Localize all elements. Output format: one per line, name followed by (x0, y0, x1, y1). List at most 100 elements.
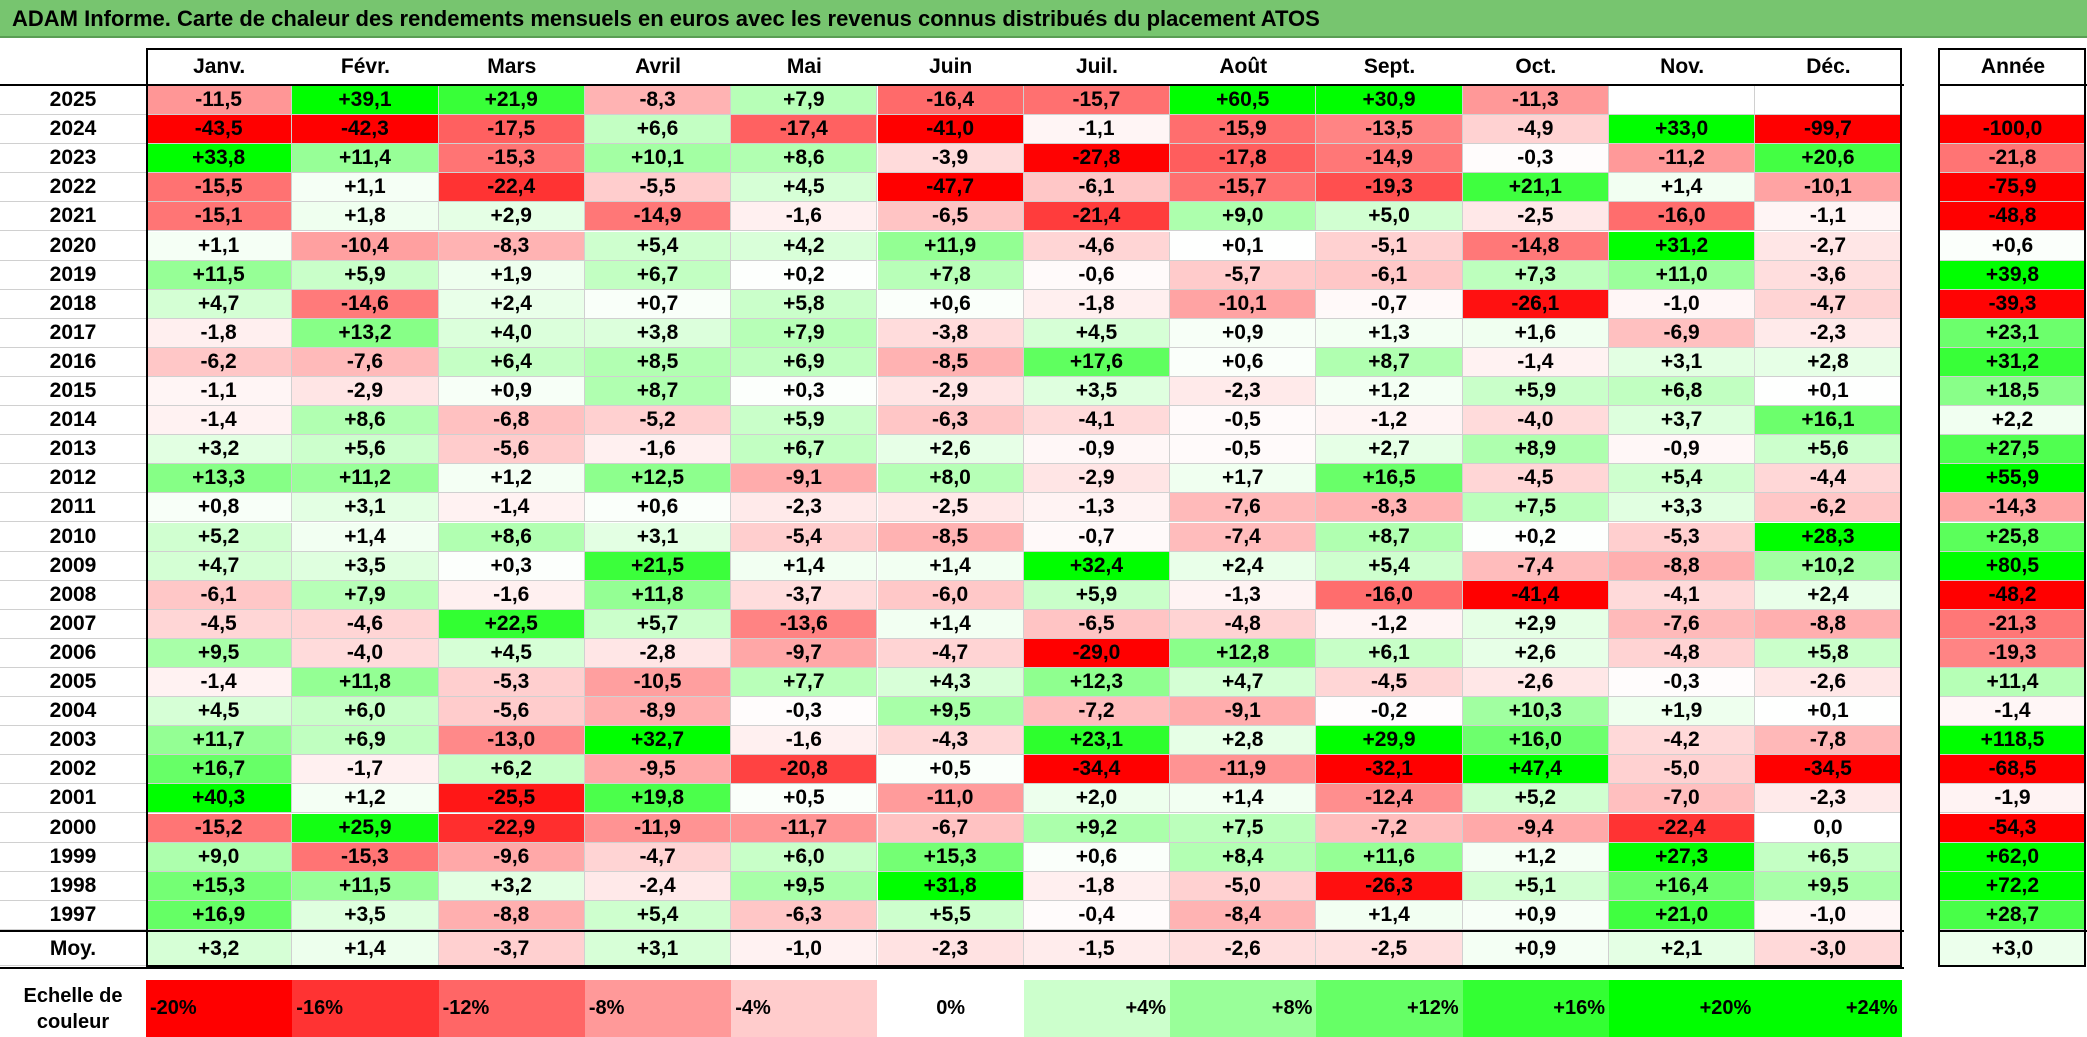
heatmap-cell: -2,5 (1462, 202, 1609, 232)
heatmap-cell: +5,4 (1316, 551, 1463, 581)
heatmap-cell: -1,8 (1023, 871, 1171, 901)
heatmap-cell: +5,9 (1462, 377, 1609, 407)
heatmap-cell: -9,5 (584, 755, 732, 785)
heatmap-cell: -9,6 (438, 842, 585, 872)
heatmap-cell: -1,1 (1023, 115, 1171, 145)
heatmap-cell: -11,5 (146, 86, 293, 116)
year-label: 2023 (0, 144, 146, 174)
heatmap-cell: +0,9 (1170, 318, 1317, 348)
heatmap-cell: -7,2 (1023, 697, 1171, 727)
heatmap-cell: -8,4 (1170, 900, 1317, 930)
heatmap-cell: +0,8 (146, 493, 293, 523)
heatmap-cell: +4,5 (146, 697, 293, 727)
heatmap-cell: -16,0 (1609, 202, 1756, 232)
heatmap-cell: +22,5 (438, 609, 585, 639)
annual-cell: -68,5 (1940, 755, 2086, 785)
heatmap-cell: +0,2 (1462, 522, 1609, 552)
heatmap-cell: -8,8 (1609, 551, 1756, 581)
heatmap-cell: -1,4 (146, 668, 293, 698)
heatmap-cell: -16,0 (1316, 580, 1463, 610)
annual-cell: -54,3 (1940, 813, 2086, 843)
heatmap-cell: -4,4 (1755, 464, 1902, 494)
heatmap-cell: +2,6 (877, 435, 1024, 465)
heatmap-cell: +1,4 (877, 551, 1024, 581)
annual-cell: -19,3 (1940, 638, 2086, 668)
heatmap-cell: +8,7 (1316, 347, 1463, 377)
heatmap-cell: -8,9 (584, 697, 732, 727)
heatmap-cell: -22,4 (1609, 813, 1756, 843)
heatmap-cell: +1,2 (1316, 377, 1463, 407)
heatmap-cell: -13,6 (731, 609, 878, 639)
heatmap-cell: +25,9 (292, 813, 439, 843)
heatmap-cell: +0,5 (731, 784, 878, 814)
heatmap-cell: +1,7 (1170, 464, 1317, 494)
heatmap-cell: -14,6 (292, 289, 439, 319)
heatmap-cell: -6,1 (146, 580, 293, 610)
heatmap-cell: -1,2 (1316, 406, 1463, 436)
month-header: Janv. (146, 50, 293, 84)
heatmap-cell: +10,1 (584, 144, 732, 174)
heatmap-cell: -0,4 (1023, 900, 1171, 930)
heatmap-cell: +5,1 (1462, 871, 1609, 901)
heatmap-cell: 0,0 (1755, 813, 1902, 843)
heatmap-cell: +2,9 (438, 202, 585, 232)
heatmap-cell: -7,6 (292, 347, 439, 377)
heatmap-cell: -32,1 (1316, 755, 1463, 785)
heatmap-cell: +0,3 (438, 551, 585, 581)
heatmap-cell: +4,2 (731, 231, 878, 261)
heatmap-cell: +1,4 (292, 522, 439, 552)
heatmap-cell: +16,4 (1609, 871, 1756, 901)
year-label: 2012 (0, 464, 146, 494)
heatmap-cell: +31,2 (1609, 231, 1756, 261)
heatmap-cell: -14,9 (1316, 144, 1463, 174)
heatmap-cell: +10,3 (1462, 697, 1609, 727)
heatmap-cell: +16,0 (1462, 726, 1609, 756)
heatmap-cell: -7,6 (1609, 609, 1756, 639)
heatmap-cell: -14,8 (1462, 231, 1609, 261)
heatmap-cell: +11,7 (146, 726, 293, 756)
heatmap-cell: +0,9 (1462, 900, 1609, 930)
heatmap-cell: +1,1 (146, 231, 293, 261)
heatmap-cell: -17,4 (731, 115, 878, 145)
heatmap-cell: +1,4 (877, 609, 1024, 639)
heatmap-cell: -1,8 (1023, 289, 1171, 319)
heatmap-cell: -21,4 (1023, 202, 1171, 232)
heatmap-cell: -5,5 (584, 173, 732, 203)
heatmap-cell: +20,6 (1755, 144, 1902, 174)
annual-cell: -1,9 (1940, 784, 2086, 814)
annual-cell: -1,4 (1940, 697, 2086, 727)
heatmap-cell: +47,4 (1462, 755, 1609, 785)
separator-line (0, 967, 1904, 969)
heatmap-cell: +1,2 (292, 784, 439, 814)
heatmap-cell: +8,7 (584, 377, 732, 407)
heatmap-cell: -1,4 (1462, 347, 1609, 377)
year-label: 2013 (0, 435, 146, 465)
heatmap-cell: -2,7 (1755, 231, 1902, 261)
heatmap-cell: +8,6 (731, 144, 878, 174)
color-scale-swatch: -16% (292, 980, 439, 1037)
heatmap-cell: -5,1 (1316, 231, 1463, 261)
separator-line (1938, 84, 2087, 86)
heatmap-cell: +32,7 (584, 726, 732, 756)
heatmap-cell: -6,3 (877, 406, 1024, 436)
month-header: Déc. (1755, 50, 1902, 84)
heatmap-cell: +5,4 (584, 900, 732, 930)
year-label: 2000 (0, 813, 146, 843)
year-label: 2025 (0, 86, 146, 116)
heatmap-cell: -2,3 (1755, 318, 1902, 348)
color-scale-swatch: +24% (1755, 980, 1902, 1037)
heatmap-cell: +7,3 (1462, 260, 1609, 290)
heatmap-cell: -4,3 (877, 726, 1024, 756)
heatmap-cell: +21,9 (438, 86, 585, 116)
heatmap-cell: -3,9 (877, 144, 1024, 174)
heatmap-cell: +3,7 (1609, 406, 1756, 436)
annual-cell: +28,7 (1940, 900, 2086, 930)
heatmap-cell (1755, 86, 1902, 116)
average-annual-cell: +3,0 (1940, 932, 2086, 966)
heatmap-cell: +5,0 (1316, 202, 1463, 232)
heatmap-cell: +6,2 (438, 755, 585, 785)
heatmap-cell: -12,4 (1316, 784, 1463, 814)
year-label: 2003 (0, 726, 146, 756)
heatmap-cell: +0,7 (584, 289, 732, 319)
heatmap-cell: -27,8 (1023, 144, 1171, 174)
